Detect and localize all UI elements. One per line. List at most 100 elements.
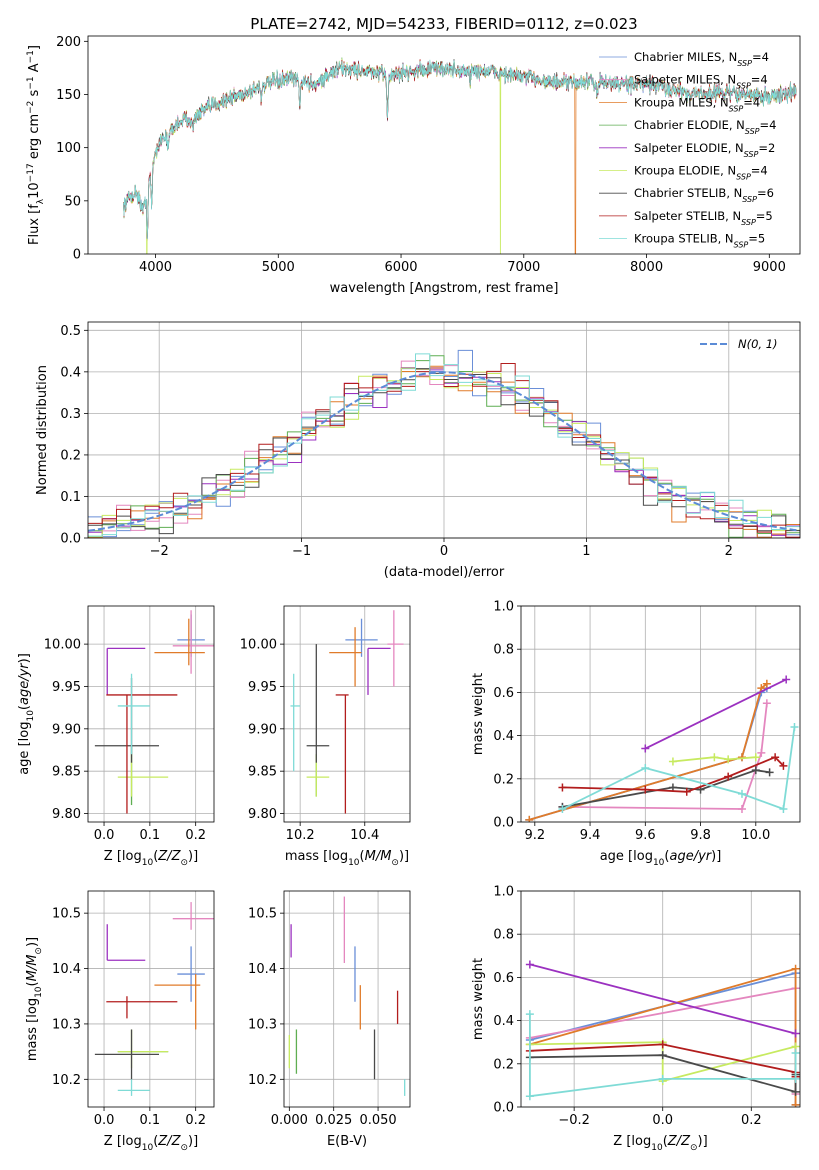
- label-part: Chabrier ELODIE, N: [634, 118, 745, 132]
- label-part: =6: [757, 186, 774, 200]
- mw-marker: [710, 753, 719, 762]
- label-part: erg cm: [27, 114, 42, 163]
- label-part: 10: [34, 986, 44, 998]
- plot-area: [288, 896, 406, 1096]
- label-part: Chabrier STELIB, N: [634, 186, 742, 200]
- panel-massweight_vs_age: 9.2 9.4 9.6 9.8 10.0 0.0 0.2 0.4 0.6 0.8 1.0 age [l…: [471, 600, 801, 868]
- y-axis-label: Flux [fλ10−17 erg cm−2 s−1 A−1]: [26, 45, 46, 245]
- label-part: wavelength [Angstrom, rest frame]: [330, 281, 559, 296]
- label-part: 10: [142, 1143, 154, 1153]
- x-tick-label: 5000: [262, 260, 295, 275]
- hist-legend: N(0, 1): [700, 337, 778, 351]
- label-part: −2: [26, 101, 36, 114]
- label-part: Z/Z: [157, 1134, 181, 1149]
- label-part: =5: [748, 232, 765, 246]
- legend-label-kroupa-elodie: Kroupa ELODIE, NSSP=4: [634, 164, 768, 182]
- errorbar-salpeter-elodie: [106, 924, 146, 961]
- y-tick-label: 0.4: [493, 1014, 514, 1029]
- x-tick-label: 0.1: [140, 1113, 161, 1128]
- mw-marker: [751, 766, 760, 775]
- axes-frame: [283, 605, 411, 823]
- mw-marker: [791, 1087, 800, 1096]
- x-axis-label: Z [log10(Z/Z⊙)]: [104, 1134, 198, 1153]
- y-tick-label: 9.90: [52, 722, 81, 737]
- y-tick-label: 200: [56, 35, 81, 50]
- axes-frame: [87, 35, 801, 255]
- y-tick-label: 50: [64, 194, 81, 209]
- axes-frame: [87, 321, 801, 539]
- legend-label-salpeter-stelib: Salpeter STELIB, NSSP=5: [634, 209, 773, 227]
- label-part: =4: [743, 95, 760, 109]
- x-tick-label: 9.2: [524, 828, 545, 843]
- y-axis-label: mass weight: [471, 958, 486, 1040]
- x-tick-label: 9000: [753, 260, 786, 275]
- label-part: age/yr: [669, 849, 712, 864]
- label-part: Z [: [104, 849, 122, 864]
- mw-marker: [779, 805, 788, 814]
- mw-marker: [668, 783, 677, 792]
- y-tick-label: 9.80: [248, 807, 277, 822]
- legend-label-kroupa-stelib: Kroupa STELIB, NSSP=5: [634, 232, 765, 250]
- axes-frame: [520, 890, 801, 1108]
- x-tick-label: 8000: [630, 260, 663, 275]
- legend-label-salpeter-elodie: Salpeter ELODIE, NSSP=2: [634, 141, 775, 159]
- mw-marker: [724, 772, 733, 781]
- y-tick-label: 10.5: [248, 907, 277, 922]
- y-tick-label: 0.6: [493, 971, 514, 986]
- label-part: Salpeter STELIB, N: [634, 209, 741, 223]
- y-tick-label: 1.0: [493, 885, 514, 900]
- label-part: )]: [711, 849, 721, 864]
- mw-line-salpeter-elodie: [644, 678, 787, 750]
- y-tick-label: 9.85: [52, 765, 81, 780]
- mw-marker: [525, 1092, 534, 1101]
- label-part: (: [360, 849, 365, 864]
- plot-area: [94, 902, 214, 1096]
- y-tick-label: 0: [73, 248, 81, 263]
- label-part: (: [153, 849, 158, 864]
- x-tick-label: 2: [725, 544, 733, 559]
- y-tick-label: 0.6: [493, 686, 514, 701]
- label-part: )]: [188, 1134, 198, 1149]
- y-tick-label: 0.2: [60, 448, 81, 463]
- x-tick-label: 7000: [507, 260, 540, 275]
- label-part: Z/Z: [667, 1134, 691, 1149]
- x-tick-label: 0.0: [94, 1113, 115, 1128]
- label-part: −1: [26, 76, 36, 89]
- spectrum-line-kroupa-stelib: [123, 59, 797, 239]
- label-part: (: [663, 1134, 668, 1149]
- x-tick-label: 0.025: [315, 1113, 352, 1128]
- axes-frame: [87, 605, 215, 823]
- plot-layer: 4000 5000 6000 7000 8000 9000050100150200wave…: [17, 35, 801, 1153]
- label-part: ]: [27, 45, 42, 50]
- x-tick-label: 0.0: [652, 1113, 673, 1128]
- errorbar-kroupa-elodie: [306, 754, 330, 797]
- x-tick-label: 9.8: [690, 828, 711, 843]
- label-part: Kroupa MILES, N: [634, 95, 729, 109]
- y-axis-label: Normed distribution: [35, 365, 50, 495]
- panel-age_vs_mass: 10.2 10.4 9.80 9.85 9.90 9.95 10.00 mass [log10…: [240, 605, 411, 868]
- mw-marker: [791, 1100, 800, 1107]
- x-tick-label: 0.050: [359, 1113, 396, 1128]
- x-axis-label: mass [log10(M/M⊙)]: [285, 849, 409, 868]
- y-tick-label: 0.4: [493, 729, 514, 744]
- legend-label-chabrier-miles: Chabrier MILES, NSSP=4: [634, 50, 769, 68]
- hist-salpeter-stelib: [88, 363, 800, 538]
- label-part: age [: [600, 849, 633, 864]
- label-part: SSP: [741, 217, 756, 226]
- mw-marker: [558, 783, 567, 792]
- x-axis-label: (data-model)/error: [384, 565, 505, 580]
- label-part: SSP: [737, 59, 752, 68]
- mw-marker: [737, 805, 746, 814]
- mw-line-kroupa-miles: [529, 683, 768, 821]
- label-part: Z [: [104, 1134, 122, 1149]
- y-tick-label: 0.2: [493, 1057, 514, 1072]
- y-tick-label: 100: [56, 141, 81, 156]
- label-part: log: [633, 849, 653, 864]
- mw-marker: [757, 748, 766, 757]
- errorbar-salpeter-elodie: [106, 647, 146, 695]
- x-axis-label: Z [log10(Z/Z⊙)]: [104, 849, 198, 868]
- y-tick-label: 9.95: [52, 680, 81, 695]
- mw-line-salpeter-elodie: [529, 963, 796, 1035]
- label-part: M/M: [365, 849, 392, 864]
